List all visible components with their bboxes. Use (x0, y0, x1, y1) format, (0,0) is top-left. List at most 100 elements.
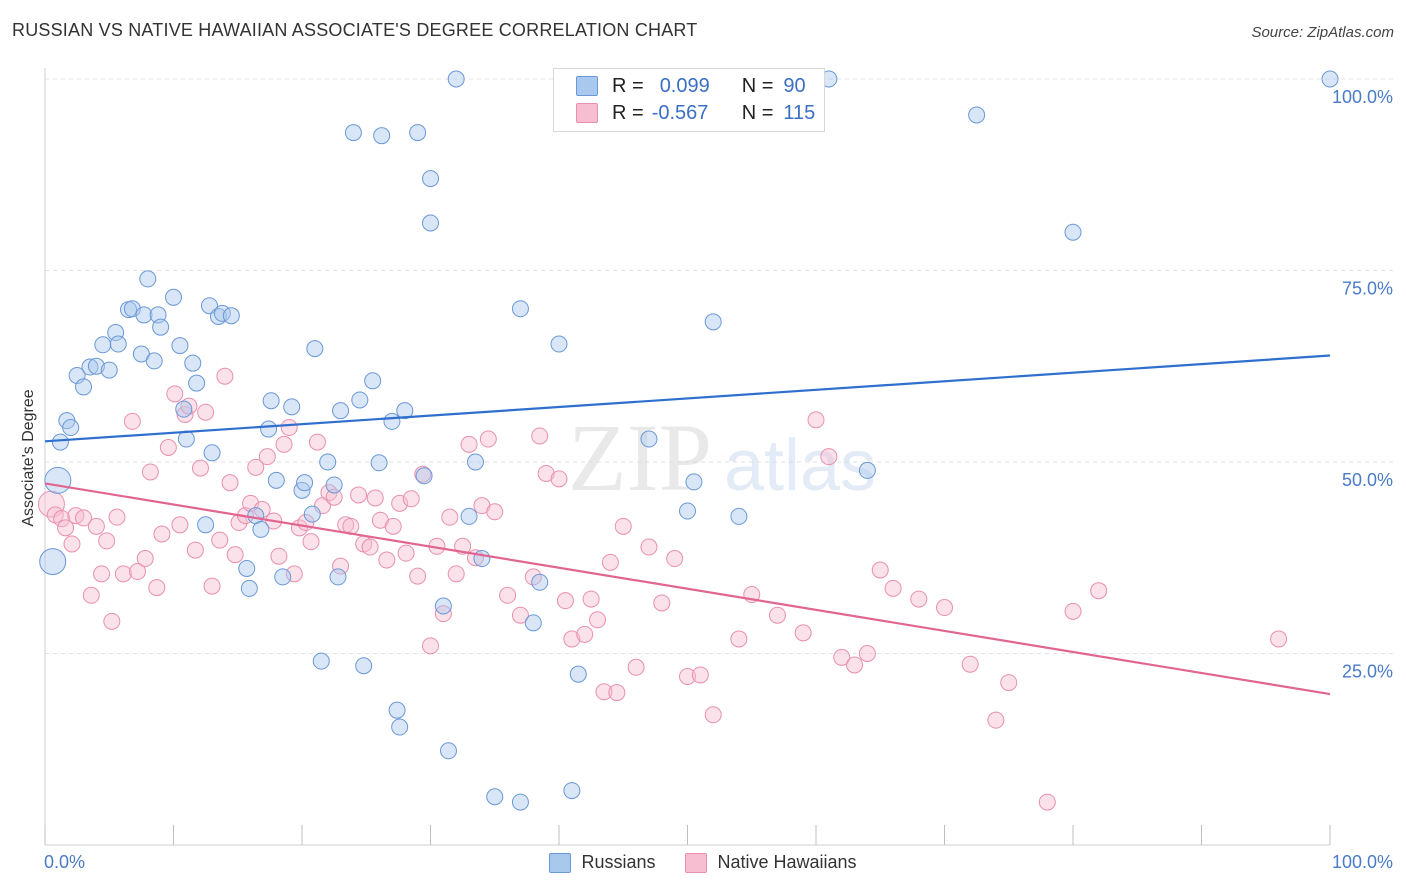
hawaiians-point (1090, 582, 1108, 600)
hawaiians-point (961, 655, 979, 673)
legend-row-russians: R = 0.099 N = 90 (576, 73, 806, 99)
russians-point (434, 597, 452, 615)
russians-point (563, 782, 581, 800)
r-label: R = (612, 101, 644, 124)
hawaiians-point (987, 711, 1005, 729)
russians-point (685, 473, 703, 491)
russians-point (473, 550, 491, 568)
hawaiians-point (216, 367, 234, 385)
hawaiians-point (576, 625, 594, 643)
hawaiians-point (640, 538, 658, 556)
russians-point (325, 476, 343, 494)
hawaiians-point (253, 500, 271, 518)
y-axis-label: Associate's Degree (20, 389, 37, 526)
russians-point (51, 433, 69, 451)
hawaiians-point (601, 553, 619, 571)
hawaiians-point (910, 590, 928, 608)
legend-label-hawaiians: Native Hawaiians (717, 852, 857, 872)
russians-point (87, 357, 105, 375)
stats-legend: R = 0.099 N = 90 R = -0.567 N = 115 (553, 68, 825, 132)
russians-point (355, 657, 373, 675)
hawaiians-point (37, 490, 65, 518)
hawaiians-trend-line (44, 482, 1331, 696)
russians-point (388, 701, 406, 719)
hawaiians-point (582, 590, 600, 608)
hawaiians-point (794, 624, 812, 642)
russians-point (704, 313, 722, 331)
russians-point (94, 336, 112, 354)
r-label: R = (612, 74, 644, 97)
russians-point (486, 788, 504, 806)
hawaiians-point (409, 567, 427, 585)
hawaiians-swatch (685, 852, 708, 873)
hawaiians-point (563, 630, 581, 648)
hawaiians-point (595, 683, 613, 701)
russians-point (351, 391, 369, 409)
hawaiians-swatch (576, 103, 598, 123)
hawaiians-point (679, 667, 696, 685)
hawaiians-point (884, 579, 902, 597)
hawaiians-point (858, 645, 876, 662)
hawaiians-point (833, 648, 851, 666)
russians-point (135, 306, 153, 324)
hawaiians-point (63, 535, 81, 553)
hawaiians-point (308, 433, 326, 451)
russians-swatch (576, 76, 598, 96)
hawaiians-point (479, 430, 497, 448)
hawaiians-point (550, 470, 568, 488)
russians-point (447, 70, 465, 88)
hawaiians-point (129, 563, 147, 581)
russians-point (175, 400, 193, 418)
russians-point (422, 214, 439, 232)
russians-point (439, 742, 457, 760)
russians-point (238, 559, 256, 577)
n-label: N = (741, 74, 774, 97)
russians-point (466, 453, 484, 471)
hawaiians-point (1000, 674, 1018, 692)
russians-point (145, 352, 163, 370)
russians-point (184, 354, 202, 372)
hawaiians-point (499, 586, 517, 604)
legend-item-hawaiians: Native Hawaiians (685, 852, 857, 873)
russians-point (152, 318, 170, 336)
hawaiians-point (153, 525, 171, 543)
russians-point (177, 430, 195, 448)
russians-point (222, 307, 240, 325)
hawaiians-point (93, 565, 111, 583)
russians-point (81, 358, 99, 376)
russians-point (415, 467, 433, 485)
watermark-atlas: atlas (724, 426, 876, 506)
russians-point (75, 378, 93, 396)
hawaiians-point (221, 474, 239, 492)
russians-point (679, 502, 696, 520)
hawaiians-point (1270, 630, 1288, 648)
russians-point (569, 665, 587, 683)
russians-point (283, 398, 301, 416)
russians-point (364, 372, 382, 390)
hawaiians-point (87, 517, 105, 535)
hawaiians-point (203, 577, 221, 595)
russians-point (188, 374, 206, 392)
hawaiians-point (384, 517, 402, 535)
series-legend: Russians Native Hawaiians (0, 852, 1406, 873)
russians-point (511, 793, 529, 811)
russians-point (100, 361, 118, 379)
axes (44, 68, 1331, 846)
russians-point (370, 454, 388, 472)
hawaiians-point (136, 550, 154, 568)
russians-point (171, 337, 189, 355)
russians-point (267, 471, 285, 489)
hawaiians-point (332, 557, 350, 575)
hawaiians-point (361, 538, 379, 556)
legend-row-hawaiians: R = -0.567 N = 115 (576, 100, 815, 126)
y-tick-label: 50.0% (1342, 470, 1393, 490)
r-value: 0.099 (659, 74, 710, 97)
russians-point (274, 568, 292, 586)
chart-title: RUSSIAN VS NATIVE HAWAIIAN ASSOCIATE'S D… (12, 20, 698, 40)
hawaiians-point (176, 406, 194, 424)
russians-point (262, 392, 280, 410)
russians-point (39, 548, 67, 576)
hawaiians-point (666, 550, 684, 568)
russians-point (858, 461, 876, 479)
hawaiians-point (556, 592, 574, 610)
